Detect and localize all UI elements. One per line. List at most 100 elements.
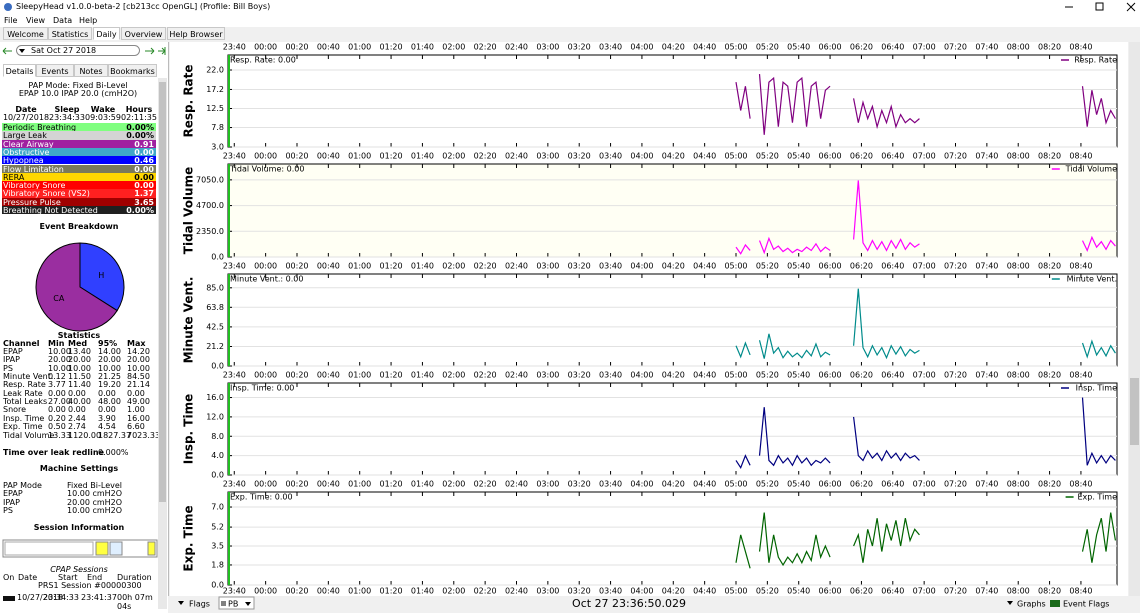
event-name: Clear Airway — [3, 139, 54, 149]
x-tick-label: 04:40 — [693, 43, 716, 52]
machine-cell: 10.00 cmH2O — [67, 505, 123, 515]
x-tick-label: 02:20 — [474, 262, 497, 271]
machine-cell: PS — [3, 505, 13, 515]
x-tick-label: 01:20 — [380, 480, 403, 489]
x-tick-label: 08:20 — [1038, 43, 1061, 52]
plot-area — [227, 273, 1118, 367]
sidebar-tab[interactable]: Bookmarks — [108, 64, 157, 77]
stats-cell: Resp. Rate — [3, 380, 46, 390]
x-tick-label: 07:00 — [913, 371, 936, 380]
stats-cell: 13.40 — [68, 347, 91, 356]
stats-cell: 10.00 — [48, 363, 71, 373]
mode-line: EPAP 10.0 IPAP 20.0 (cmH2O) — [18, 89, 138, 98]
main-tab[interactable]: Help Browser — [167, 27, 225, 40]
machine-cell: Fixed Bi-Level — [67, 481, 122, 490]
x-tick-label: 02:40 — [505, 262, 528, 271]
session-header: Date — [18, 573, 38, 582]
x-tick-label: 01:00 — [348, 152, 371, 161]
date-nav-icons[interactable] — [0, 42, 168, 60]
x-tick-label: 01:20 — [380, 262, 403, 271]
y-tick-label: 7.0 — [211, 503, 224, 512]
signal-line — [735, 397, 1116, 470]
x-tick-label: 02:00 — [442, 43, 465, 52]
stats-cell: 20.00 — [98, 355, 121, 365]
stats-cell: 4.54 — [98, 422, 116, 432]
date-picker[interactable]: Sat Oct 27 2018 — [16, 45, 140, 56]
plot-area — [227, 382, 1118, 476]
stats-cell: 84.50 — [127, 372, 150, 382]
main-tab[interactable]: Welcome — [3, 27, 48, 40]
x-tick-label: 06:20 — [850, 43, 873, 52]
x-tick-label: 00:40 — [317, 43, 340, 52]
stats-cell: 1.00 — [127, 405, 145, 415]
graph-title: Minute Vent. — [182, 277, 196, 364]
main-tabs: Welcome Statistics Daily Overview Help Brows… — [0, 27, 1140, 42]
x-tick-label: 05:20 — [756, 371, 779, 380]
stats-cell: 0.00 — [68, 405, 86, 415]
event-value: 3.65 — [134, 197, 154, 207]
x-tick-label: 00:20 — [285, 43, 308, 52]
machine-cell: EPAP — [3, 489, 23, 499]
menu-item[interactable]: View — [26, 16, 45, 25]
menu-item[interactable]: File — [4, 16, 18, 25]
x-tick-label: 23:40 — [223, 371, 246, 380]
sidebar-tab[interactable]: Details — [3, 64, 36, 77]
main-tab[interactable]: Daily — [93, 27, 120, 40]
menu-item[interactable]: Data — [53, 16, 73, 25]
stats-cell: 3.90 — [98, 413, 116, 423]
x-tick-label: 06:40 — [881, 152, 904, 161]
x-tick-label: 06:00 — [819, 480, 842, 489]
x-tick-label: 03:00 — [536, 480, 559, 489]
stats-cell: 0.00 — [68, 388, 86, 398]
x-tick-label: 07:40 — [975, 371, 998, 380]
main-tab[interactable]: Statistics — [48, 27, 92, 40]
event-row: Breathing Not Detected 0.00% — [2, 206, 156, 215]
y-tick-label: 22.0 — [206, 65, 224, 74]
event-name: RERA — [3, 172, 25, 182]
sidebar-tab[interactable]: Notes — [74, 64, 108, 77]
machine-cell: PAP Mode — [3, 481, 42, 490]
x-tick-label: 05:00 — [724, 371, 747, 380]
graph-title: Insp. Time — [182, 394, 196, 464]
event-flags-button[interactable]: Event Flags — [1063, 600, 1109, 609]
summary-value: 10/27/2018 — [2, 113, 50, 122]
y-tick-label: 16.0 — [206, 393, 224, 402]
x-tick-label: 04:00 — [630, 587, 653, 596]
sidebar-tab[interactable]: Events — [36, 64, 74, 77]
event-value: 0.00 — [134, 181, 154, 191]
y-tick-label: 8.0 — [211, 432, 224, 441]
x-tick-label: 07:20 — [944, 587, 967, 596]
stats-cell: IPAP — [3, 355, 20, 365]
pb-combo-label: PB — [228, 600, 238, 609]
event-name: Flow Limitation — [3, 164, 64, 174]
window-controls[interactable] — [1060, 0, 1140, 14]
x-tick-label: 05:40 — [787, 480, 810, 489]
x-tick-label: 00:40 — [317, 262, 340, 271]
y-tick-label: 3.0 — [211, 143, 224, 152]
x-tick-label: 05:20 — [756, 587, 779, 596]
x-tick-label: 02:20 — [474, 152, 497, 161]
stats-cell: 2.44 — [68, 413, 86, 423]
graph-title: Tidal Volume — [182, 167, 196, 254]
x-tick-label: 00:40 — [317, 152, 340, 161]
stats-cell: 0.00 — [48, 405, 66, 415]
x-tick-label: 05:40 — [787, 43, 810, 52]
graphs-button[interactable]: Graphs — [1017, 600, 1046, 609]
x-tick-label: 07:20 — [944, 152, 967, 161]
window-title: SleepyHead v1.0.0-beta-2 [cb213cc OpenGL… — [16, 2, 271, 11]
x-tick-label: 06:00 — [819, 587, 842, 596]
x-tick-label: 00:00 — [254, 480, 277, 489]
stats-cell: 21.25 — [98, 372, 121, 382]
session-cell: 23:34:33 — [43, 593, 79, 602]
mode-line: PAP Mode: Fixed Bi-Level — [28, 81, 128, 90]
x-tick-label: 04:00 — [630, 480, 653, 489]
flags-button[interactable]: Flags — [189, 600, 210, 609]
leak-label: Time over leak redline — [3, 448, 104, 457]
x-tick-label: 08:40 — [1069, 587, 1092, 596]
event-name: Vibratory Snore — [3, 181, 66, 191]
x-tick-label: 05:00 — [724, 152, 747, 161]
main-tab[interactable]: Overview — [121, 27, 166, 40]
x-tick-label: 23:40 — [223, 480, 246, 489]
menu-item[interactable]: Help — [79, 16, 98, 25]
event-value: 0.00% — [126, 131, 154, 141]
